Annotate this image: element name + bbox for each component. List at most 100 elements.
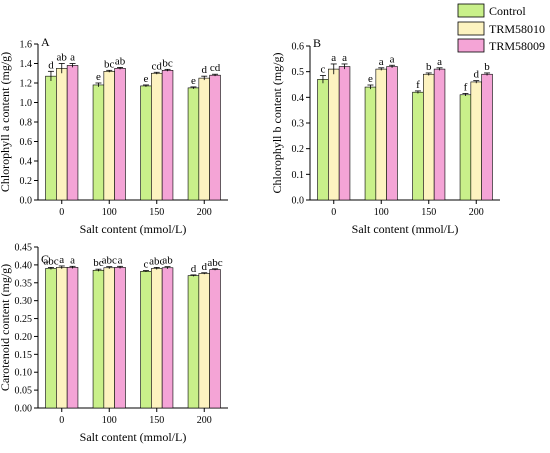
legend-swatch-2 — [457, 38, 485, 53]
x-tick-label: 150 — [421, 207, 436, 218]
bar-control — [187, 87, 200, 201]
y-tick-label: 0.6 — [20, 137, 33, 148]
bar-control — [92, 269, 105, 409]
significance-letter: cd — [152, 60, 163, 72]
chart-panel-b: B 0.0 0.1 0.2 0.3 0.4 0.5 0.6 Chlorophyll b cont… — [270, 36, 500, 236]
y-tick-label: 0.0 — [292, 196, 305, 207]
y-tick-label: 1.0 — [20, 98, 33, 109]
bar-trm58010 — [151, 268, 163, 409]
bar-control — [140, 85, 152, 201]
x-tick-label: 100 — [102, 415, 117, 426]
y-tick-label: 0.6 — [292, 42, 305, 53]
panel-letter: A — [41, 35, 50, 49]
bar-trm58009 — [338, 66, 351, 201]
bar-trm58010 — [198, 273, 210, 409]
legend-label-2: TRM58009 — [489, 39, 545, 53]
significance-letter: b — [426, 61, 432, 73]
significance-letter: e — [368, 73, 373, 85]
significance-letter: c — [144, 259, 149, 271]
y-tick-label: 1.4 — [20, 59, 33, 70]
y-tick-label: 0.35 — [15, 278, 33, 289]
chart-panel-a: A 0.0 0.2 0.4 0.6 0.8 1.0 1.2 1.4 1.6 Chlorophyll … — [0, 35, 228, 236]
y-tick-label: 0.40 — [15, 260, 33, 271]
y-tick-label: 0.15 — [15, 350, 33, 361]
significance-letter: f — [464, 81, 468, 93]
legend: Control TRM58010 TRM58009 — [457, 3, 545, 53]
significance-letter: abc — [149, 255, 164, 267]
bar-trm58009 — [66, 65, 79, 201]
y-tick-label: 0.1 — [292, 170, 305, 181]
bar-trm58010 — [151, 72, 163, 201]
y-tick-label: 0.30 — [15, 296, 33, 307]
significance-letter: a — [437, 56, 442, 68]
y-tick-label: 0.2 — [20, 176, 33, 187]
y-axis-label: Carotenoid content (mg/g) — [0, 264, 12, 391]
significance-letter: e — [96, 71, 101, 83]
bar-trm58009 — [481, 73, 493, 201]
significance-letter: b — [484, 61, 490, 73]
significance-letter: ab — [162, 255, 173, 267]
significance-letter: abc — [102, 255, 117, 267]
x-axis-label: Salt content (mmol/L) — [80, 430, 187, 444]
significance-letter: a — [379, 56, 384, 68]
y-tick-label: 0.8 — [20, 118, 33, 129]
x-tick-label: 200 — [197, 207, 212, 218]
bar-trm58010 — [56, 267, 68, 409]
x-tick-label: 100 — [374, 207, 389, 218]
bar-trm58009 — [114, 68, 126, 201]
significance-letter: abc — [207, 257, 222, 269]
significance-letter: a — [70, 52, 75, 64]
significance-letter: cd — [210, 62, 221, 74]
bar-trm58009 — [386, 66, 398, 201]
significance-letter: e — [191, 75, 196, 87]
y-tick-label: 0.4 — [20, 157, 33, 168]
y-tick-label: 0.25 — [15, 314, 33, 325]
bar-control — [45, 268, 57, 409]
significance-letter: c — [321, 64, 326, 76]
legend-label-0: Control — [489, 4, 526, 18]
y-tick-label: 0.10 — [15, 368, 33, 379]
y-tick-label: 0.20 — [15, 332, 33, 343]
y-axis-label: Chlorophyll a content (mg/g) — [0, 52, 12, 192]
significance-letter: e — [144, 73, 149, 85]
x-tick-label: 200 — [197, 415, 212, 426]
x-axis-label: Salt content (mmol/L) — [80, 222, 187, 236]
significance-letter: bc — [162, 57, 173, 69]
significance-letter: a — [331, 52, 336, 64]
significance-letter: a — [390, 53, 395, 65]
y-tick-label: 0.4 — [292, 93, 305, 104]
chart-panel-c: C 0.00 0.05 0.10 0.15 0.20 0.25 0.30 0.35 0.40 0.4… — [0, 243, 228, 444]
bar-trm58010 — [198, 77, 210, 201]
y-tick-label: 0.05 — [15, 386, 33, 397]
bar-trm58009 — [433, 68, 446, 201]
significance-letter: a — [59, 254, 64, 266]
significance-letter: abc — [43, 255, 58, 267]
x-tick-label: 0 — [331, 207, 336, 218]
bar-control — [317, 79, 329, 201]
y-tick-label: 0.0 — [20, 196, 33, 207]
significance-letter: a — [70, 254, 75, 266]
significance-letter: bc — [104, 58, 115, 70]
y-axis-label: Chlorophyll b content (mg/g) — [270, 53, 284, 194]
bar-trm58010 — [423, 73, 435, 201]
panel-letter: C — [41, 252, 49, 266]
significance-letter: f — [416, 79, 420, 91]
significance-letter: d — [191, 263, 197, 275]
bar-control — [187, 275, 200, 409]
panel-letter: B — [313, 36, 321, 50]
bar-trm58009 — [66, 267, 79, 409]
bar-trm58010 — [470, 81, 482, 201]
significance-letter: ab — [115, 55, 126, 67]
y-tick-label: 0.00 — [15, 404, 33, 415]
y-tick-label: 1.2 — [20, 79, 33, 90]
legend-swatch-0 — [457, 3, 485, 18]
x-tick-label: 200 — [469, 207, 484, 218]
significance-letter: d — [202, 261, 208, 273]
bar-trm58009 — [161, 267, 174, 409]
bar-control — [412, 91, 424, 201]
bar-trm58009 — [209, 269, 221, 409]
significance-letter: d — [48, 59, 54, 71]
bar-control — [92, 84, 105, 201]
x-tick-label: 0 — [59, 415, 64, 426]
